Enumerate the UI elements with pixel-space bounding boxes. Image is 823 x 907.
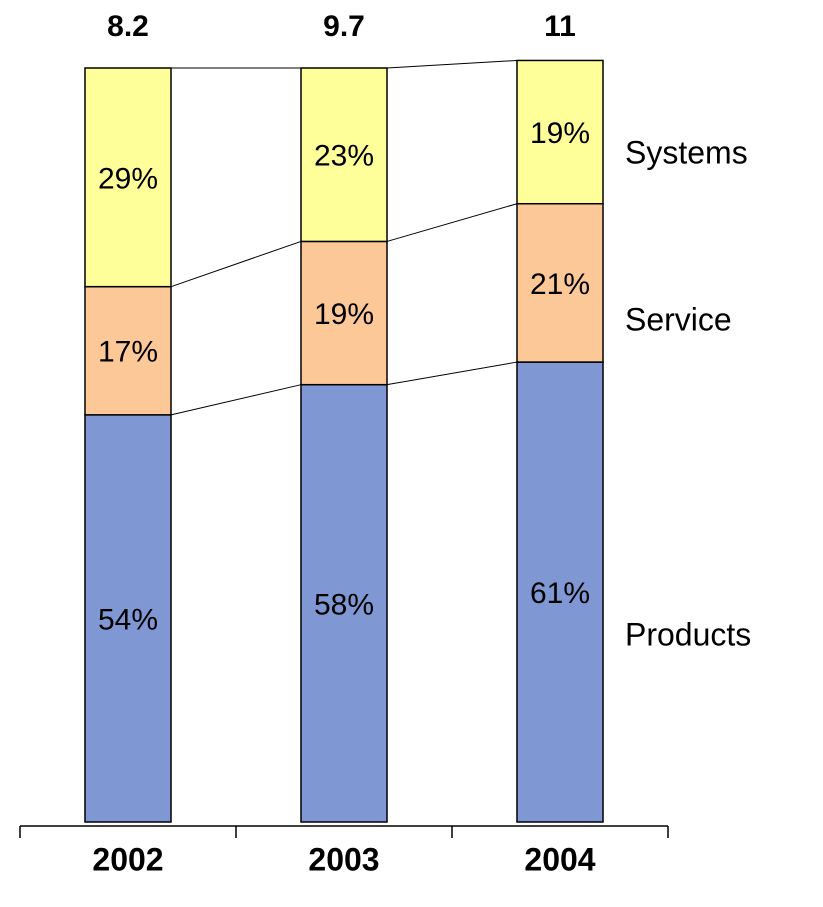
bar-segment	[84, 414, 172, 823]
connector-line	[386, 361, 518, 386]
connector-line	[386, 203, 518, 242]
bar-segment	[300, 383, 388, 823]
total-label: 8.2	[107, 10, 149, 43]
value-label: 21%	[530, 268, 590, 301]
total-label: 11	[544, 10, 576, 43]
value-label: 54%	[98, 603, 158, 636]
bar-segment	[516, 361, 604, 823]
value-label: 61%	[530, 577, 590, 610]
value-label: 23%	[314, 140, 374, 173]
bar-segment	[300, 67, 388, 243]
bar-segment	[84, 67, 172, 288]
bar-segment	[516, 202, 604, 363]
value-label: 58%	[314, 588, 374, 621]
value-label: 17%	[98, 336, 158, 369]
value-label: 29%	[98, 162, 158, 195]
value-label: 19%	[314, 298, 374, 331]
x-tick-label: 2002	[92, 841, 163, 877]
bar-segment	[516, 59, 604, 205]
series-label: Products	[625, 616, 751, 652]
connector-line	[386, 59, 518, 69]
value-label: 19%	[530, 117, 590, 150]
x-tick-label: 2004	[524, 841, 595, 877]
total-label: 9.7	[323, 10, 365, 43]
connector-line	[170, 384, 302, 416]
bar-segment	[300, 240, 388, 386]
series-label: Service	[625, 301, 732, 337]
series-label: Systems	[625, 134, 748, 170]
bar-segment	[84, 285, 172, 416]
connector-line	[170, 240, 302, 288]
x-tick-label: 2003	[308, 841, 379, 877]
